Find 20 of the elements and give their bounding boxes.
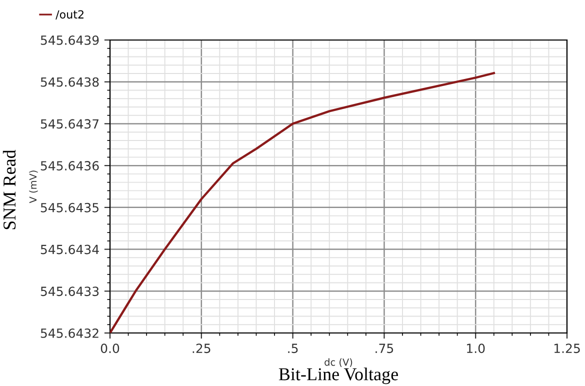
- y-axis-title: V (mV): [29, 170, 38, 204]
- line-series: [110, 72, 495, 333]
- x-tick-label: .25: [192, 344, 210, 354]
- legend-label: /out2: [56, 10, 84, 20]
- text: SNM Read: [2, 150, 16, 230]
- x-tick-label: 1.0: [467, 344, 485, 354]
- y-tick-label: 545.6432: [40, 328, 98, 338]
- x-tick-label: 0.0: [100, 344, 120, 354]
- x-axis-title: dc (V): [324, 358, 352, 367]
- y-tick-label: 545.6436: [40, 161, 99, 170]
- y-tick-label: 545.6435: [40, 202, 98, 212]
- y-tick-label: 545.6433: [40, 286, 99, 296]
- x-tick-label: 1.25: [554, 344, 580, 354]
- y-tick-label: 545.6438: [40, 77, 99, 87]
- y-tick-label: 545.6437: [40, 119, 99, 129]
- x-tick-label: .5: [288, 344, 298, 354]
- y-tick-label: 545.6439: [40, 35, 99, 45]
- x-tick-label: .75: [376, 344, 394, 354]
- y-tick-label: 545.6434: [40, 244, 99, 254]
- text: Bit-Line Voltage: [278, 368, 398, 384]
